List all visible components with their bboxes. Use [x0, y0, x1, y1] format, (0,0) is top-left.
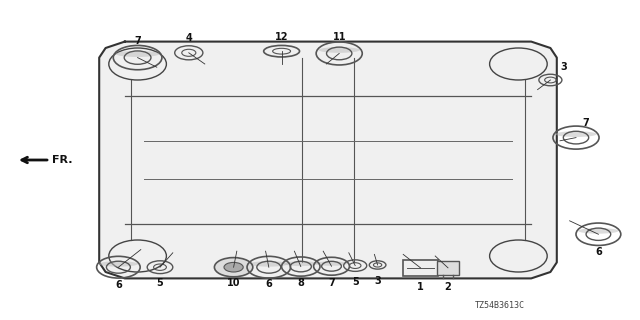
Ellipse shape — [316, 261, 348, 266]
Text: 10: 10 — [227, 278, 241, 288]
Text: TZ54B3613C: TZ54B3613C — [475, 301, 525, 310]
Text: 2: 2 — [445, 282, 451, 292]
Circle shape — [224, 262, 243, 272]
Text: FR.: FR. — [52, 155, 73, 165]
Polygon shape — [99, 42, 557, 278]
Text: 7: 7 — [328, 278, 335, 288]
Text: 3: 3 — [560, 62, 567, 72]
Ellipse shape — [579, 228, 619, 234]
Text: 11: 11 — [332, 32, 346, 42]
Text: 1: 1 — [417, 282, 424, 292]
Text: 8: 8 — [298, 278, 304, 288]
Ellipse shape — [319, 47, 360, 53]
Text: 7: 7 — [582, 118, 589, 128]
Ellipse shape — [284, 261, 318, 266]
Text: 4: 4 — [186, 33, 192, 43]
Circle shape — [214, 258, 253, 277]
Text: 5: 5 — [157, 278, 163, 288]
Text: 3: 3 — [374, 276, 381, 286]
Text: 12: 12 — [275, 32, 289, 42]
Text: 5: 5 — [352, 277, 358, 287]
Text: 6: 6 — [595, 247, 602, 257]
FancyBboxPatch shape — [403, 260, 438, 276]
Ellipse shape — [99, 261, 138, 267]
Ellipse shape — [556, 131, 596, 137]
Text: 6: 6 — [115, 280, 122, 290]
Text: 7: 7 — [134, 36, 141, 46]
Ellipse shape — [116, 51, 159, 57]
Text: 6: 6 — [266, 279, 272, 289]
Ellipse shape — [249, 261, 289, 267]
FancyBboxPatch shape — [437, 261, 459, 275]
